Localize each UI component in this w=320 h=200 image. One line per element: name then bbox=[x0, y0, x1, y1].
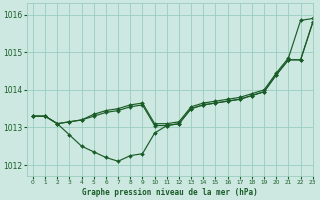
X-axis label: Graphe pression niveau de la mer (hPa): Graphe pression niveau de la mer (hPa) bbox=[82, 188, 258, 197]
